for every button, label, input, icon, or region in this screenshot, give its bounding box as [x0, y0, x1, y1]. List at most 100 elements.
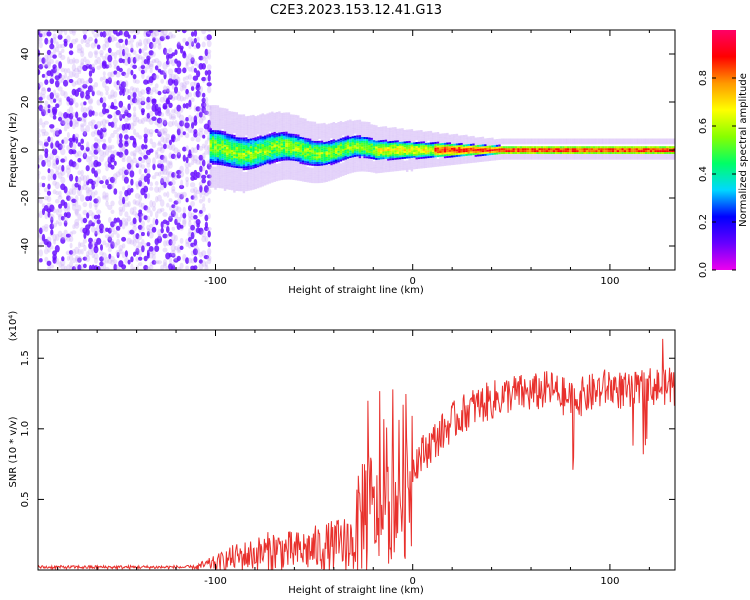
heatmap-cell — [441, 141, 444, 144]
heatmap-cell — [372, 124, 376, 127]
heatmap-cell — [311, 133, 314, 136]
heatmap-cell — [168, 160, 173, 166]
heatmap-cell — [138, 180, 143, 187]
heatmap-cell — [41, 182, 46, 188]
heatmap-cell — [356, 129, 359, 132]
heatmap-cell — [127, 40, 131, 45]
heatmap-cell — [327, 146, 331, 149]
heatmap-cell — [235, 167, 238, 170]
heatmap-cell — [427, 156, 430, 159]
heatmap-cell — [320, 180, 324, 183]
heatmap-cell — [384, 164, 388, 167]
heatmap-cell — [486, 142, 489, 144]
heatmap-cell — [230, 180, 234, 183]
heatmap-cell — [417, 137, 421, 140]
heatmap-cell — [196, 36, 200, 42]
heatmap-cell — [290, 152, 293, 155]
heatmap-cell — [121, 87, 126, 94]
heatmap-cell — [259, 185, 262, 188]
heatmap-cell — [469, 143, 473, 146]
heatmap-cell — [223, 169, 227, 172]
heatmap-cell — [211, 151, 215, 154]
heatmap-cell — [273, 172, 276, 175]
heatmap-cell — [233, 111, 236, 114]
heatmap-cell — [365, 152, 369, 155]
heatmap-cell — [157, 171, 162, 177]
heatmap-cell — [219, 147, 222, 150]
heatmap-cell — [278, 113, 281, 116]
heatmap-cell — [344, 144, 347, 147]
heatmap-cell — [285, 158, 288, 161]
heatmap-cell — [320, 169, 324, 172]
heatmap-cell — [233, 175, 236, 178]
heatmap-cell — [214, 107, 217, 109]
heatmap-cell — [211, 110, 215, 113]
heatmap-cell — [157, 194, 162, 202]
heatmap-cell — [382, 157, 385, 160]
heatmap-cell — [316, 150, 319, 153]
heatmap-cell — [113, 98, 117, 105]
heatmap-cell — [424, 162, 428, 165]
heatmap-cell — [451, 134, 454, 137]
heatmap-cell — [323, 153, 326, 156]
heatmap-cell — [152, 157, 156, 165]
heatmap-cell — [268, 164, 272, 167]
heatmap-cell — [76, 77, 82, 86]
heatmap-cell — [230, 157, 234, 160]
heatmap-cell — [132, 56, 137, 64]
heatmap-cell — [102, 124, 107, 130]
heatmap-cell — [55, 103, 60, 108]
heatmap-cell — [126, 237, 132, 245]
heatmap-cell — [110, 52, 115, 57]
heatmap-cell — [304, 153, 307, 156]
heatmap-cell — [356, 144, 359, 147]
heatmap-cell — [245, 150, 248, 153]
heatmap-cell — [77, 241, 81, 249]
heatmap-cell — [138, 201, 143, 208]
heatmap-cell — [313, 169, 317, 172]
heatmap-cell — [55, 190, 60, 196]
heatmap-cell — [152, 163, 156, 171]
heatmap-cell — [254, 144, 257, 147]
heatmap-cell — [481, 155, 485, 158]
heatmap-cell — [193, 30, 198, 37]
heatmap-cell — [190, 116, 195, 124]
heatmap-cell — [448, 138, 451, 141]
heatmap-cell — [209, 185, 212, 188]
heatmap-cell — [238, 137, 241, 140]
heatmap-cell — [344, 161, 347, 164]
heatmap-cell — [391, 163, 395, 166]
heatmap-cell — [275, 113, 279, 116]
heatmap-cell — [85, 195, 91, 202]
heatmap-cell — [38, 41, 43, 49]
heatmap-cell — [58, 79, 63, 84]
heatmap-cell — [211, 153, 215, 156]
heatmap-cell — [171, 261, 176, 267]
heatmap-cell — [394, 148, 397, 151]
heatmap-cell — [297, 140, 300, 143]
heatmap-cell — [163, 118, 167, 125]
heatmap-cell — [76, 43, 83, 51]
heatmap-cell — [176, 222, 181, 230]
heatmap-cell — [107, 183, 113, 190]
heatmap-cell — [159, 207, 165, 212]
heatmap-cell — [193, 214, 198, 220]
heatmap-cell — [261, 159, 264, 162]
heatmap-cell — [216, 149, 220, 152]
heatmap-cell — [292, 156, 295, 159]
heatmap-cell — [266, 126, 269, 129]
heatmap-cell — [223, 139, 227, 141]
heatmap-cell — [184, 132, 190, 139]
heatmap-cell — [49, 92, 54, 100]
heatmap-cell — [271, 180, 274, 183]
heatmap-cell — [41, 73, 46, 78]
heatmap-cell — [294, 170, 298, 173]
heatmap-cell — [219, 119, 222, 121]
heatmap-cell — [261, 155, 264, 158]
heatmap-cell — [233, 154, 236, 157]
heatmap-cell — [292, 147, 295, 150]
heatmap-cell — [245, 145, 248, 147]
heatmap-cell — [154, 171, 160, 177]
heatmap-cell — [190, 147, 195, 154]
heatmap-cell — [44, 212, 49, 220]
